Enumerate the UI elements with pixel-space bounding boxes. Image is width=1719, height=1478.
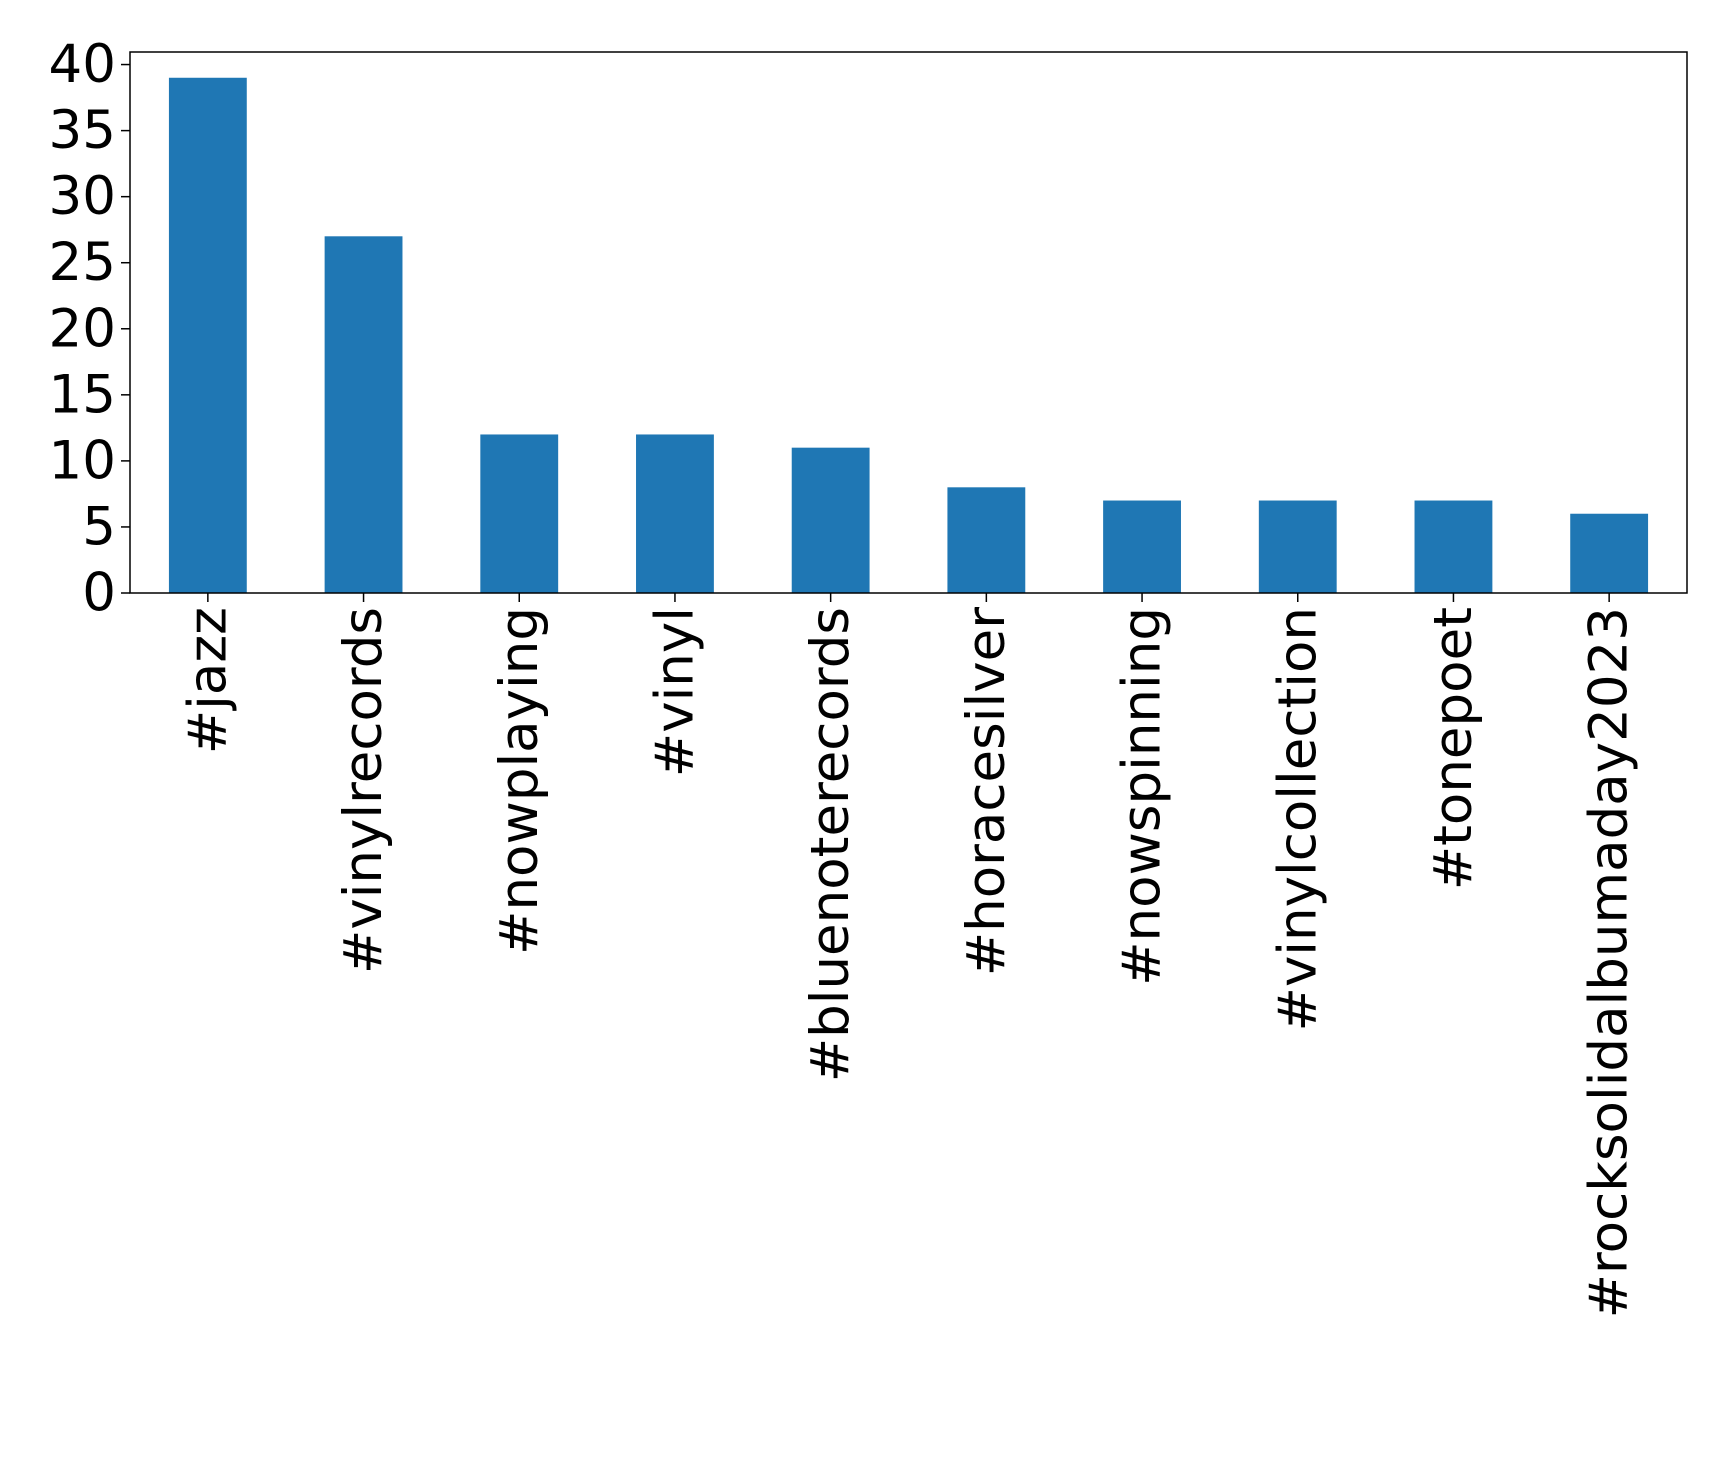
x-tick-label: #vinylrecords <box>333 607 394 974</box>
bar <box>1258 500 1337 593</box>
y-tick-label: 15 <box>49 364 116 425</box>
x-tick-label: #nowspinning <box>1112 607 1173 986</box>
x-tick-label: #tonepoet <box>1423 607 1484 890</box>
bar <box>1570 513 1649 593</box>
x-tick-label: #jazz <box>177 607 238 754</box>
plot-frame <box>129 51 1688 594</box>
x-tick-label: #vinylcollection <box>1267 607 1328 1031</box>
y-tick-label: 0 <box>82 563 116 624</box>
x-tick-label: #nowplaying <box>489 607 550 955</box>
y-tick-label: 5 <box>82 496 116 557</box>
y-tick-label: 35 <box>49 100 116 161</box>
bar <box>168 77 247 593</box>
bar <box>947 487 1026 593</box>
y-tick-label: 20 <box>49 298 116 359</box>
bar <box>324 236 403 594</box>
x-tick-label: #bluenoterecords <box>800 607 861 1082</box>
y-tick-label: 10 <box>49 430 116 491</box>
y-tick-label: 30 <box>49 166 116 227</box>
y-tick-label: 25 <box>49 232 116 293</box>
bar <box>636 434 714 593</box>
bar <box>1414 500 1493 593</box>
x-tick-label: #horacesilver <box>956 607 1017 976</box>
bar <box>480 434 559 593</box>
bar <box>1103 500 1181 593</box>
bar <box>791 447 870 593</box>
y-tick-label: 40 <box>49 34 116 95</box>
x-tick-label: #vinyl <box>644 607 705 777</box>
x-tick-label: #rocksolidalbumaday2023 <box>1579 607 1640 1318</box>
